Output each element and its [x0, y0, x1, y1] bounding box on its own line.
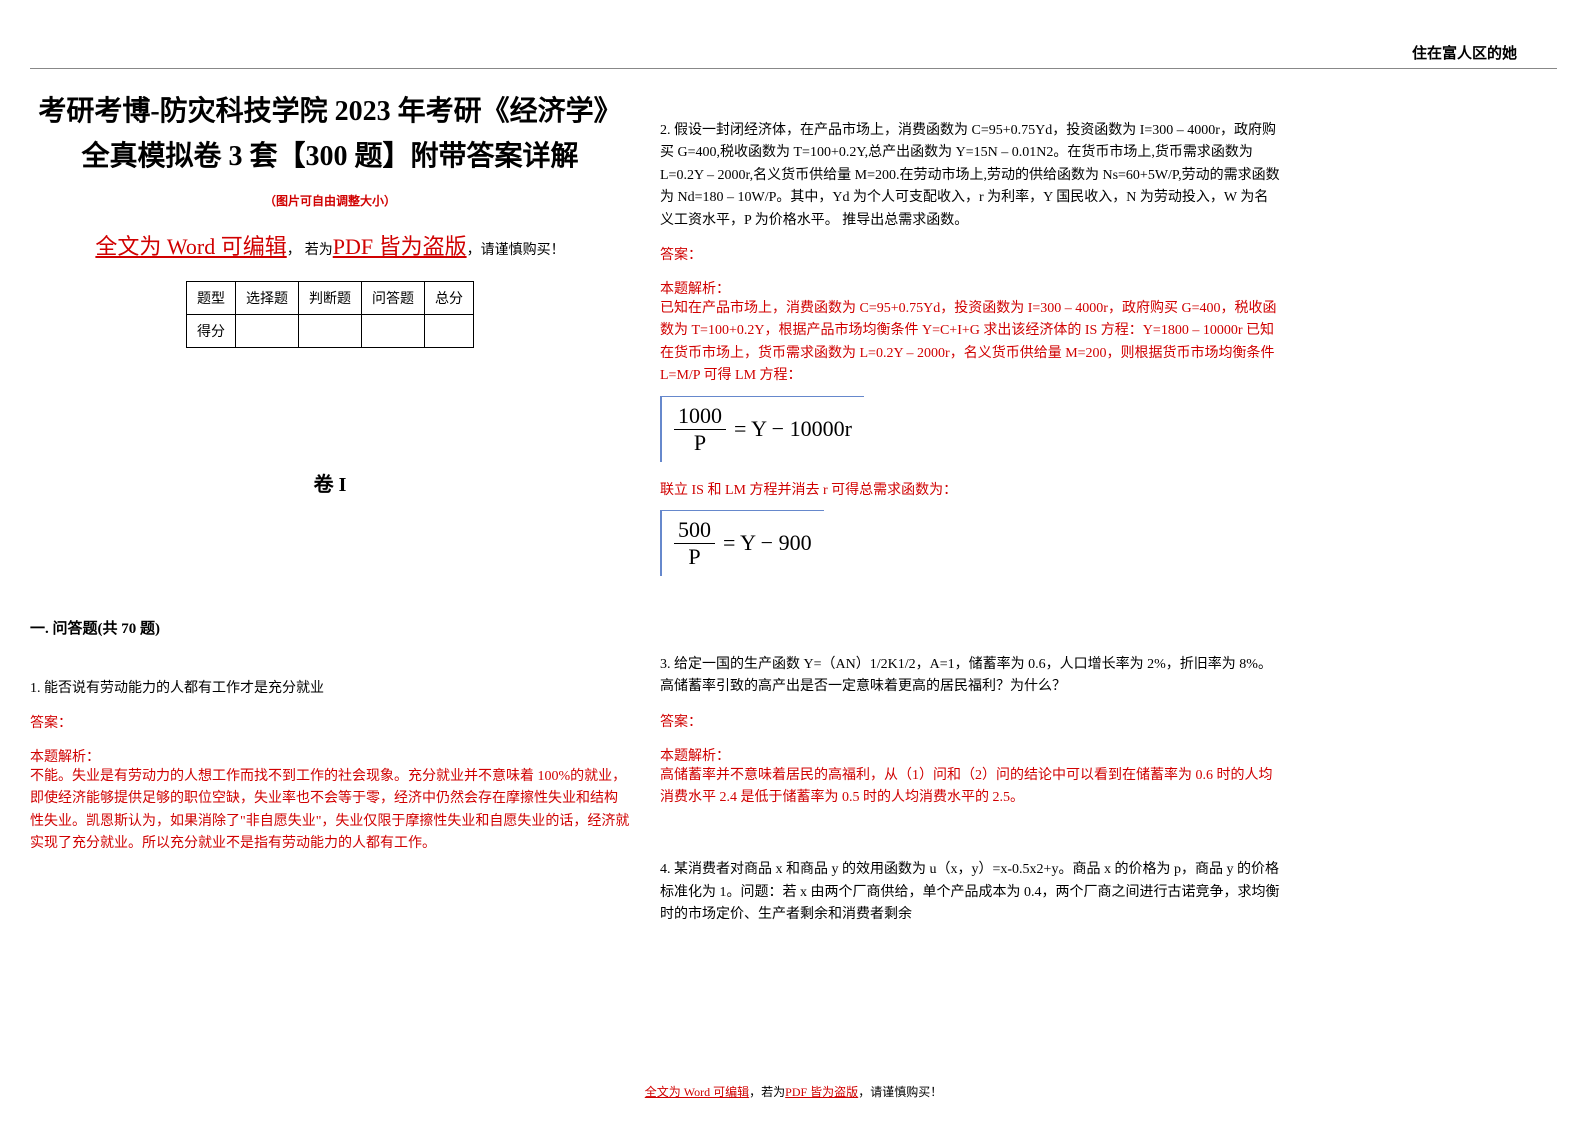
header-type: 题型 — [187, 281, 236, 314]
formula-2: 500 P = Y − 900 — [674, 517, 812, 570]
footer-sep1: ，若为 — [749, 1085, 785, 1099]
score-table: 题型 选择题 判断题 问答题 总分 得分 — [186, 281, 474, 348]
table-header-row: 题型 选择题 判断题 问答题 总分 — [187, 281, 474, 314]
formula-1-rhs: = Y − 10000r — [734, 416, 852, 442]
formula-1-box: 1000 P = Y − 10000r — [660, 396, 864, 462]
q3-text: 3. 给定一国的生产函数 Y=（AN）1/2K1/2，A=1，储蓄率为 0.6，… — [660, 654, 1280, 699]
score-cell-4 — [425, 314, 474, 347]
left-column: 考研考博-防灾科技学院 2023 年考研《经济学》 全真模拟卷 3 套【300 … — [30, 80, 630, 856]
formula-2-box: 500 P = Y − 900 — [660, 510, 824, 576]
q2-text: 2. 假设一封闭经济体，在产品市场上，消费函数为 C=95+0.75Yd，投资函… — [660, 120, 1280, 232]
q2-analysis-label: 本题解析： — [660, 278, 1280, 298]
q2-answer-label: 答案： — [660, 244, 1280, 264]
footer-word: 全文为 Word 可编辑 — [645, 1085, 749, 1099]
header-answer: 问答题 — [362, 281, 425, 314]
header-divider — [30, 68, 1557, 69]
q1-answer-label: 答案： — [30, 712, 630, 732]
q3-answer-label: 答案： — [660, 711, 1280, 731]
q1-text: 1. 能否说有劳动能力的人都有工作才是充分就业 — [30, 678, 630, 700]
formula-2-fraction: 500 P — [674, 517, 715, 570]
q4-text: 4. 某消费者对商品 x 和商品 y 的效用函数为 u（x，y）=x-0.5x2… — [660, 859, 1280, 926]
title-line-1: 考研考博-防灾科技学院 2023 年考研《经济学》 — [30, 90, 630, 135]
question-2: 2. 假设一封闭经济体，在产品市场上，消费函数为 C=95+0.75Yd，投资函… — [660, 120, 1280, 584]
pdf-pirate-text: PDF 皆为盗版 — [333, 234, 467, 259]
table-score-row: 得分 — [187, 314, 474, 347]
title-line-2: 全真模拟卷 3 套【300 题】附带答案详解 — [30, 135, 630, 180]
image-resize-note: （图片可自由调整大小） — [30, 192, 630, 209]
q1-analysis-label: 本题解析： — [30, 746, 630, 766]
footer-pdf: PDF 皆为盗版 — [785, 1085, 858, 1099]
header-choice: 选择题 — [236, 281, 299, 314]
score-cell-1 — [236, 314, 299, 347]
header-total: 总分 — [425, 281, 474, 314]
comma-1: ， — [287, 243, 301, 258]
page-header-text: 住在富人区的她 — [1412, 42, 1517, 63]
formula-2-num: 500 — [674, 517, 715, 544]
section-header: 一. 问答题(共 70 题) — [30, 617, 630, 638]
score-cell-3 — [362, 314, 425, 347]
score-cell-2 — [299, 314, 362, 347]
q3-analysis: 高储蓄率并不意味着居民的高福利，从（1）问和（2）问的结论中可以看到在储蓄率为 … — [660, 765, 1280, 810]
formula-1-num: 1000 — [674, 403, 726, 430]
if-text: 若为 — [305, 243, 333, 258]
formula-1: 1000 P = Y − 10000r — [674, 403, 852, 456]
question-3: 3. 给定一国的生产函数 Y=（AN）1/2K1/2，A=1，储蓄率为 0.6，… — [660, 654, 1280, 810]
right-column: 2. 假设一封闭经济体，在产品市场上，消费函数为 C=95+0.75Yd，投资函… — [660, 120, 1280, 927]
word-editable-text: 全文为 Word 可编辑 — [95, 234, 286, 259]
q2-analysis: 已知在产品市场上，消费函数为 C=95+0.75Yd，投资函数为 I=300 –… — [660, 298, 1280, 388]
row-label: 得分 — [187, 314, 236, 347]
page-footer: 全文为 Word 可编辑，若为PDF 皆为盗版，请谨慎购买！ — [0, 1083, 1587, 1100]
question-4: 4. 某消费者对商品 x 和商品 y 的效用函数为 u（x，y）=x-0.5x2… — [660, 859, 1280, 926]
document-title: 考研考博-防灾科技学院 2023 年考研《经济学》 全真模拟卷 3 套【300 … — [30, 90, 630, 180]
q1-analysis: 不能。失业是有劳动力的人想工作而找不到工作的社会现象。充分就业并不意味着 100… — [30, 766, 630, 856]
formula-1-fraction: 1000 P — [674, 403, 726, 456]
edit-warning: 全文为 Word 可编辑， 若为PDF 皆为盗版，请谨慎购买！ — [30, 229, 630, 261]
q2-mid-text: 联立 IS 和 LM 方程并消去 r 可得总需求函数为： — [660, 480, 1280, 502]
header-judge: 判断题 — [299, 281, 362, 314]
volume-label: 卷 I — [30, 468, 630, 497]
formula-1-den: P — [690, 430, 710, 456]
formula-2-rhs: = Y − 900 — [723, 530, 812, 556]
caution-text: ，请谨慎购买！ — [467, 243, 565, 258]
question-1: 1. 能否说有劳动能力的人都有工作才是充分就业 答案： 本题解析： 不能。失业是… — [30, 678, 630, 856]
q3-analysis-label: 本题解析： — [660, 745, 1280, 765]
footer-caution: ，请谨慎购买！ — [858, 1085, 942, 1099]
formula-2-den: P — [684, 544, 704, 570]
